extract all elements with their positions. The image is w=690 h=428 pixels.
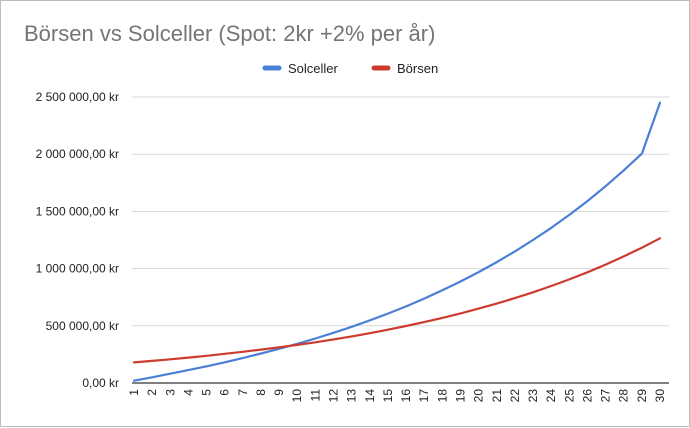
x-axis: 1 2 3 4 5 6 7 8 9 10 11 12 13 14 15 16 17 18 19 20 21 22 23 24 2… [127, 389, 667, 403]
x-tick-label: 28 [617, 389, 631, 403]
x-tick-label: 5 [200, 389, 214, 396]
x-tick-label: 11 [308, 389, 322, 402]
series-line-solceller [132, 101, 662, 382]
x-tick-label: 7 [236, 389, 250, 396]
x-tick-label: 16 [399, 389, 413, 403]
x-tick-label: 22 [508, 389, 522, 403]
y-tick-label: 2 000 000,00 kr [36, 147, 119, 161]
x-tick-label: 6 [218, 389, 232, 396]
y-tick-label: 0,00 kr [82, 376, 119, 390]
x-tick-label: 30 [653, 389, 667, 403]
y-tick-label: 500 000,00 kr [46, 319, 119, 333]
x-tick-label: 27 [599, 389, 613, 403]
x-tick-label: 10 [290, 389, 304, 403]
y-tick-label: 1 000 000,00 kr [36, 262, 119, 276]
x-tick-label: 18 [435, 389, 449, 403]
x-tick-label: 1 [127, 389, 141, 396]
x-tick-label: 29 [635, 389, 649, 403]
x-tick-label: 20 [472, 389, 486, 403]
x-tick-label: 19 [453, 389, 467, 403]
y-tick-label: 1 500 000,00 kr [36, 204, 119, 218]
y-tick-label: 2 500 000,00 kr [36, 90, 119, 104]
series-lines [132, 101, 662, 382]
x-tick-label: 14 [363, 389, 377, 403]
x-tick-label: 12 [327, 389, 341, 403]
chart-title: Börsen vs Solceller (Spot: 2kr +2% per å… [24, 21, 436, 46]
x-tick-label: 25 [562, 389, 576, 403]
series-line-borsen [132, 237, 662, 364]
x-tick-label: 24 [544, 389, 558, 403]
legend-label: Börsen [397, 61, 438, 76]
y-axis: 0,00 kr 500 000,00 kr 1 000 000,00 kr 1 500… [36, 90, 119, 390]
legend: Solceller Börsen [262, 61, 438, 76]
x-tick-label: 23 [526, 389, 540, 403]
x-tick-label: 9 [272, 389, 286, 396]
x-tick-label: 26 [580, 389, 594, 403]
x-tick-label: 15 [381, 389, 395, 403]
legend-label: Solceller [288, 61, 339, 76]
x-tick-label: 21 [490, 389, 504, 403]
x-tick-label: 4 [181, 389, 195, 396]
x-tick-label: 8 [254, 389, 268, 396]
x-tick-label: 2 [145, 389, 159, 396]
x-tick-label: 17 [417, 389, 431, 403]
x-tick-label: 3 [163, 389, 177, 396]
gridlines [132, 96, 669, 384]
x-tick-label: 13 [345, 389, 359, 403]
